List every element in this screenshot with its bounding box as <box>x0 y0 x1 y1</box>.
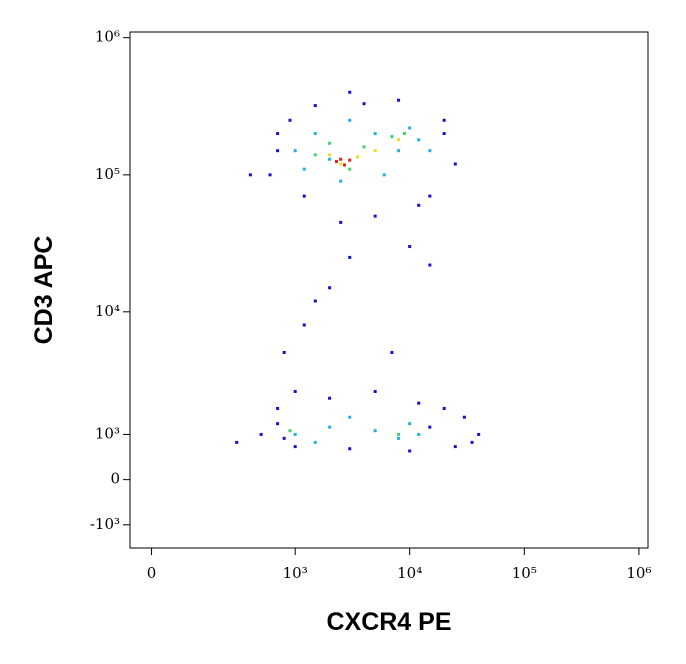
point <box>382 173 386 177</box>
point <box>313 299 317 303</box>
point <box>348 415 352 419</box>
point <box>248 173 252 177</box>
point <box>373 149 377 153</box>
x-axis-label: CXCR4 PE <box>326 608 451 636</box>
y-tick-label: -10³ <box>90 515 120 533</box>
point <box>408 449 412 453</box>
point <box>313 132 317 136</box>
point <box>373 389 377 393</box>
point <box>477 432 481 436</box>
point <box>276 149 280 153</box>
x-tick-label: 10⁵ <box>512 564 537 582</box>
point <box>373 132 377 136</box>
point <box>428 263 432 267</box>
point <box>397 436 401 440</box>
point <box>293 149 297 153</box>
point <box>259 432 263 436</box>
x-tick-label: 10⁴ <box>397 564 422 582</box>
point <box>362 145 366 149</box>
point <box>328 157 332 161</box>
point <box>362 102 366 106</box>
point <box>276 132 280 136</box>
point <box>348 118 352 122</box>
point <box>235 440 239 444</box>
point <box>408 245 412 249</box>
point <box>302 194 306 198</box>
point <box>373 429 377 433</box>
point <box>313 440 317 444</box>
point <box>328 396 332 400</box>
point <box>276 406 280 410</box>
point <box>348 167 352 171</box>
point <box>373 214 377 218</box>
point <box>328 141 332 145</box>
point <box>335 160 339 164</box>
y-tick-label: 10³ <box>95 424 120 442</box>
point <box>417 138 421 142</box>
point <box>288 429 292 433</box>
point <box>442 118 446 122</box>
point <box>417 432 421 436</box>
plot-frame <box>129 31 649 549</box>
point <box>397 138 401 142</box>
point <box>355 155 359 159</box>
point <box>428 425 432 429</box>
point <box>302 167 306 171</box>
point <box>397 432 401 436</box>
point <box>408 126 412 130</box>
point <box>288 118 292 122</box>
point <box>390 135 394 139</box>
point <box>313 153 317 157</box>
point <box>282 350 286 354</box>
point <box>343 163 347 167</box>
y-tick-label: 10⁴ <box>95 302 120 320</box>
y-tick-label: 10⁶ <box>95 28 120 46</box>
point <box>282 436 286 440</box>
point <box>348 90 352 94</box>
point <box>390 350 394 354</box>
point <box>328 286 332 290</box>
point <box>462 415 466 419</box>
point <box>276 422 280 426</box>
x-tick-label: 10⁶ <box>626 564 651 582</box>
point <box>328 425 332 429</box>
point <box>397 98 401 102</box>
point <box>442 406 446 410</box>
point <box>328 153 332 157</box>
point <box>402 132 406 136</box>
point <box>339 179 343 183</box>
point <box>417 401 421 405</box>
point <box>428 149 432 153</box>
point <box>453 162 457 166</box>
point <box>417 203 421 207</box>
y-tick-label: 10⁵ <box>95 165 120 183</box>
point <box>313 104 317 108</box>
point <box>339 220 343 224</box>
point <box>293 432 297 436</box>
point <box>348 447 352 451</box>
point <box>470 440 474 444</box>
point <box>453 445 457 449</box>
point <box>348 158 352 162</box>
point <box>408 422 412 426</box>
y-tick-label: 0 <box>110 470 120 488</box>
point <box>302 323 306 327</box>
point <box>428 194 432 198</box>
point <box>293 445 297 449</box>
point <box>293 389 297 393</box>
point <box>397 149 401 153</box>
point <box>348 255 352 259</box>
y-axis-label: CD3 APC <box>30 236 58 345</box>
point <box>442 132 446 136</box>
point <box>339 157 343 161</box>
point <box>339 162 343 166</box>
x-tick-label: 0 <box>147 564 157 582</box>
x-tick-label: 10³ <box>283 564 308 582</box>
point <box>268 173 272 177</box>
